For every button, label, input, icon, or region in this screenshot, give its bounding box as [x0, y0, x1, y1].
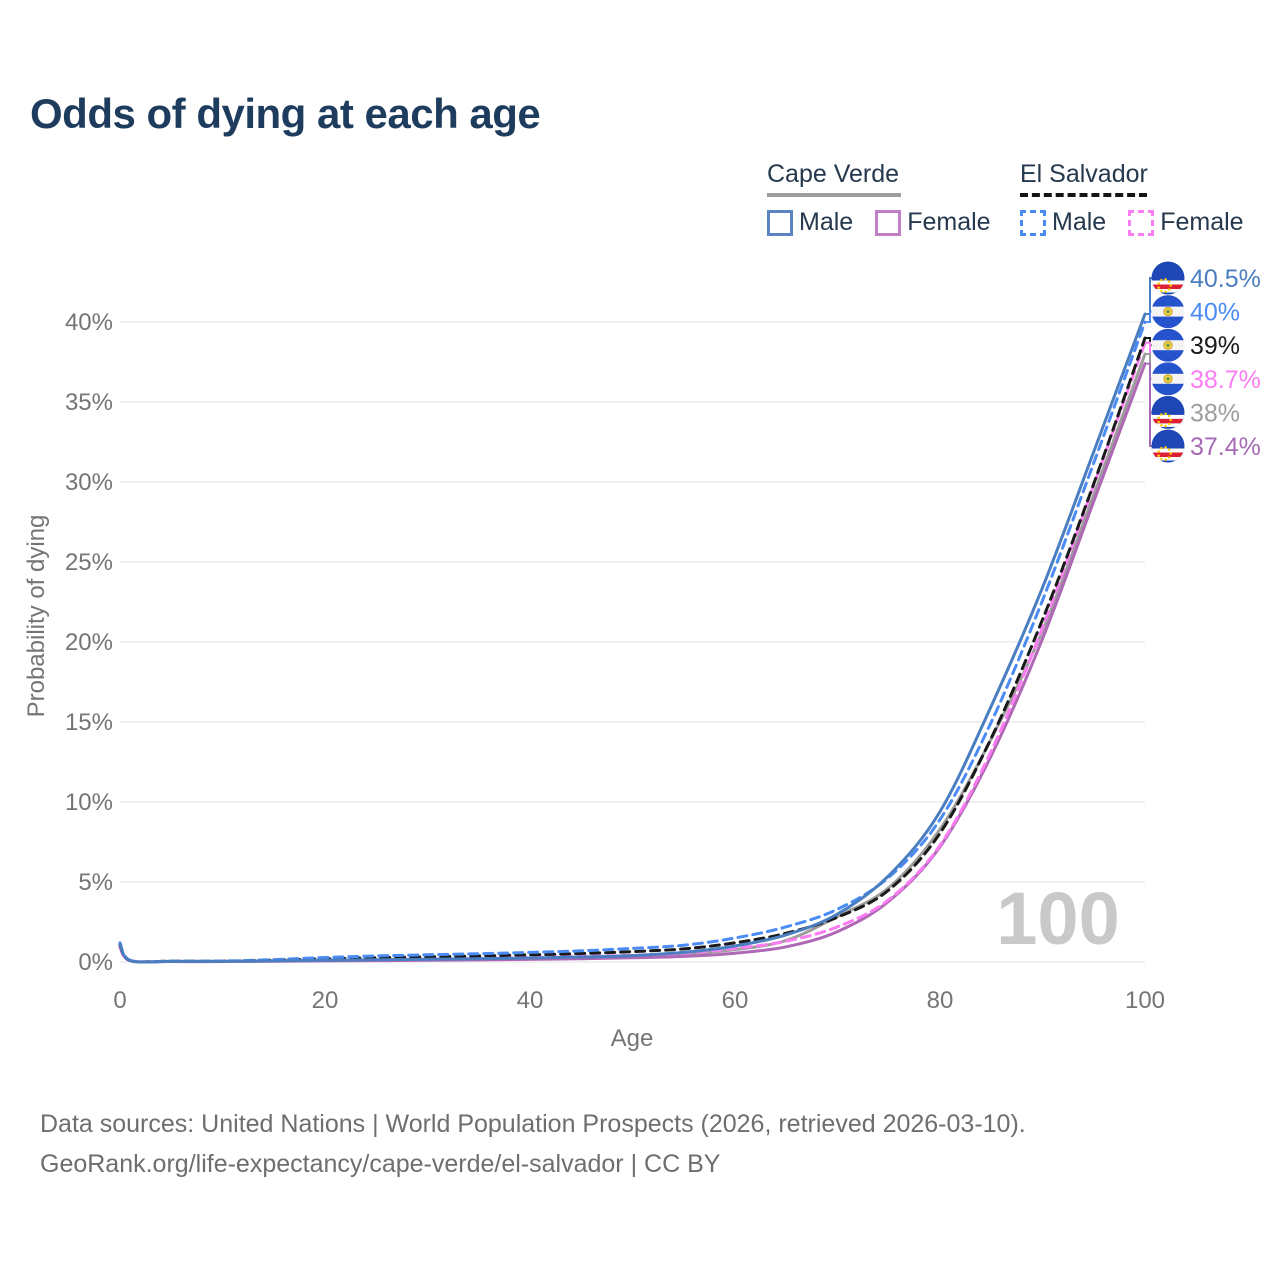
cape-verde-flag-icon	[1151, 261, 1185, 295]
el-salvador-flag-icon	[1151, 328, 1185, 362]
series-el-salvador-female	[118, 341, 1147, 964]
end-label-value: 37.4%	[1190, 433, 1261, 461]
y-tick-label: 15%	[65, 709, 113, 736]
legend-group-cape-verde: Cape Verde Male Female	[767, 160, 991, 237]
x-tick-label: 80	[927, 987, 954, 1014]
legend-country-el-salvador: El Salvador	[1020, 160, 1148, 188]
y-tick-label: 20%	[65, 629, 113, 656]
y-tick-label: 5%	[78, 869, 113, 896]
end-label: 39%	[1151, 328, 1240, 362]
legend-group-el-salvador: El Salvador Male Female	[1020, 160, 1244, 237]
x-tick-label: 0	[113, 987, 126, 1014]
el-salvador-female-swatch-icon	[1128, 209, 1155, 236]
y-tick-label: 40%	[65, 309, 113, 336]
end-label: 38.7%	[1151, 362, 1261, 396]
legend-country-cape-verde: Cape Verde	[767, 160, 900, 188]
x-axis-title: Age	[611, 1025, 654, 1052]
end-label-value: 39%	[1190, 332, 1240, 360]
footer-attribution: GeoRank.org/life-expectancy/cape-verde/e…	[40, 1150, 721, 1178]
end-label: 40.5%	[1151, 261, 1261, 295]
footer-data-sources: Data sources: United Nations | World Pop…	[40, 1110, 1026, 1138]
x-tick-label: 60	[722, 987, 749, 1014]
series-el-salvador-average	[118, 336, 1147, 964]
el-salvador-flag-icon	[1151, 362, 1185, 396]
footer: Data sources: United Nations | World Pop…	[40, 1104, 1026, 1184]
x-tick-label: 100	[1125, 987, 1165, 1014]
end-label: 37.4%	[1151, 429, 1261, 463]
y-tick-label: 35%	[65, 389, 113, 416]
legend-item-cape-verde-female: Female	[875, 208, 991, 237]
y-tick-label: 0%	[78, 949, 113, 976]
legend-item-el-salvador-female: Female	[1128, 208, 1244, 237]
cape-verde-flag-icon	[1151, 429, 1185, 463]
x-tick-label: 20	[312, 987, 339, 1014]
end-label-value: 40%	[1190, 299, 1240, 327]
end-label-value: 38%	[1190, 399, 1240, 427]
cape-verde-male-swatch-icon	[767, 209, 793, 236]
watermark-age: 100	[996, 877, 1119, 960]
legend-item-cape-verde-male: Male	[767, 208, 853, 237]
x-tick-label: 40	[517, 987, 544, 1014]
y-axis-title: Probability of dying	[23, 515, 50, 718]
el-salvador-line-sample	[1020, 193, 1147, 197]
end-label-value: 38.7%	[1190, 366, 1261, 394]
el-salvador-male-swatch-icon	[1020, 209, 1046, 236]
end-label: 38%	[1151, 395, 1240, 429]
legend-item-el-salvador-male: Male	[1020, 208, 1106, 237]
line-chart: 0% 5% 10% 15% 20% 25% 30% 35% 40% 0 20 40 60 80 100 Age…	[23, 261, 1261, 1052]
y-tick-label: 25%	[65, 549, 113, 576]
cape-verde-line-sample	[767, 193, 901, 197]
y-tick-label: 10%	[65, 789, 113, 816]
end-label: 40%	[1151, 295, 1240, 329]
series-cape-verde-male	[118, 312, 1147, 964]
page-title: Odds of dying at each age	[30, 90, 541, 137]
series-cape-verde-average	[118, 352, 1147, 964]
y-tick-label: 30%	[65, 469, 113, 496]
series-cape-verde-female	[118, 362, 1147, 964]
legend-label: Female	[907, 208, 991, 236]
el-salvador-flag-icon	[1151, 295, 1185, 329]
cape-verde-female-swatch-icon	[875, 209, 902, 236]
cape-verde-flag-icon	[1151, 395, 1185, 429]
legend-label: Male	[799, 208, 854, 236]
legend-label: Female	[1160, 208, 1244, 236]
legend-label: Male	[1052, 208, 1107, 236]
end-label-value: 40.5%	[1190, 265, 1261, 293]
